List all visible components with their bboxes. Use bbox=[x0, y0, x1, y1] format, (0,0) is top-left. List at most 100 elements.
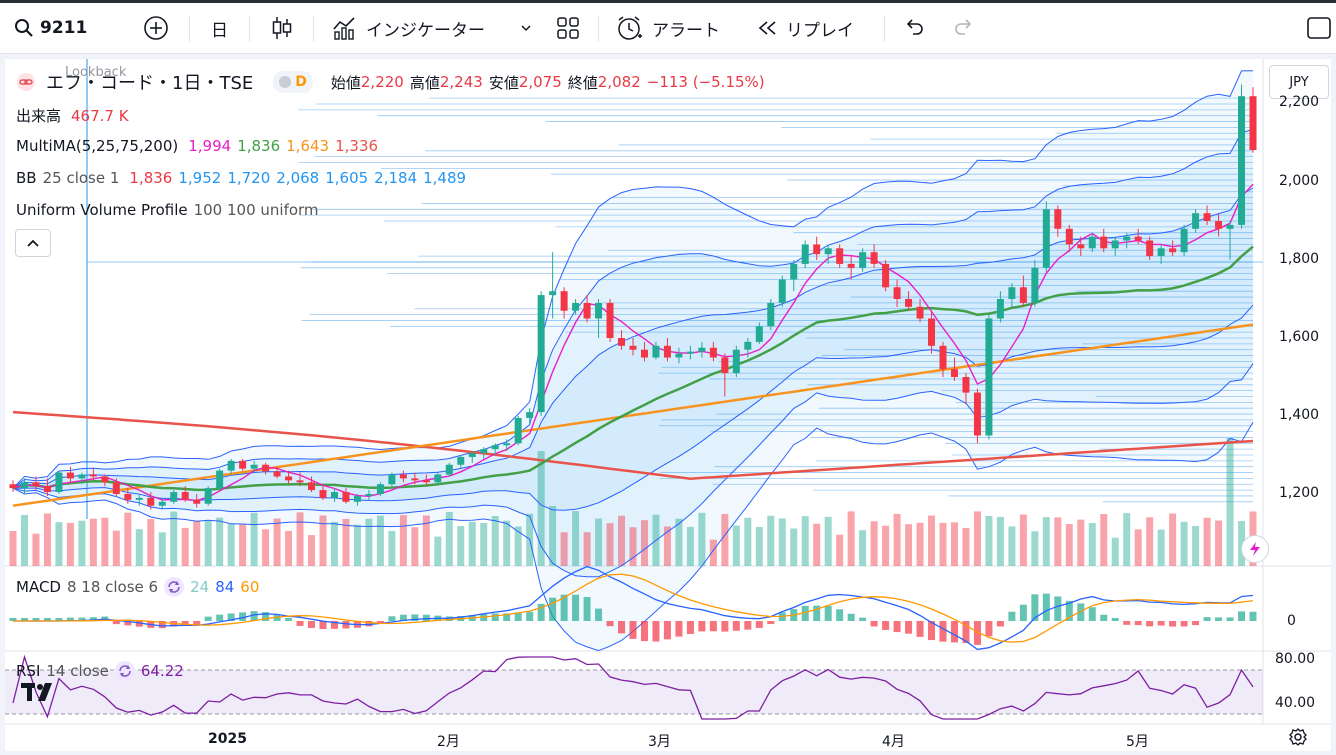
macd-histogram-bar bbox=[1042, 593, 1050, 621]
volume-bar bbox=[778, 518, 786, 566]
undo-icon bbox=[903, 19, 925, 37]
toolbar-divider bbox=[189, 16, 190, 42]
candle-body bbox=[985, 318, 993, 436]
undo-button[interactable] bbox=[903, 3, 925, 53]
macd-histogram-bar bbox=[1180, 621, 1188, 627]
macd-params: 8 18 close 6 bbox=[66, 578, 159, 596]
candle-body bbox=[342, 492, 350, 502]
volume-bar bbox=[1180, 521, 1188, 566]
compare-add-button[interactable] bbox=[143, 3, 169, 53]
currency-button[interactable]: JPY bbox=[1269, 65, 1329, 99]
volume-bar bbox=[468, 521, 476, 566]
symbol-title[interactable]: エフ・コード・1日・TSE bbox=[46, 73, 254, 94]
volume-bar bbox=[239, 523, 247, 566]
volume-bar bbox=[296, 512, 304, 566]
status-dot bbox=[279, 76, 292, 88]
macd-histogram-bar bbox=[686, 621, 694, 635]
sync-icon[interactable] bbox=[114, 661, 135, 681]
vp-legend[interactable]: Uniform Volume Profile 100 100 uniform bbox=[16, 201, 325, 219]
bb-legend[interactable]: BB 25 close 1 1,836 1,952 1,720 2,068 1,… bbox=[16, 169, 472, 187]
volume-bar bbox=[1077, 519, 1085, 566]
chart-pane[interactable]: エフ・コード・1日・TSE D 始値 2,220 高値 2,243 安値 2,0… bbox=[5, 59, 1331, 751]
macd-histogram-bar bbox=[618, 621, 626, 634]
candle-body bbox=[480, 449, 488, 454]
volume-bar bbox=[1088, 523, 1096, 566]
candle-body bbox=[20, 482, 28, 489]
volume-bar bbox=[836, 534, 844, 566]
volume-bar bbox=[55, 522, 63, 566]
volume-bar bbox=[1226, 438, 1234, 566]
candle-body bbox=[296, 480, 304, 483]
indicators-dropdown[interactable] bbox=[519, 3, 533, 53]
volume-bar bbox=[1008, 526, 1016, 566]
toolbar-divider bbox=[313, 16, 314, 42]
volume-bar bbox=[973, 511, 981, 566]
ma-legend[interactable]: MultiMA(5,25,75,200) 1,994 1,836 1,643 1… bbox=[16, 137, 384, 155]
macd-histogram-bar bbox=[801, 605, 809, 621]
volume-bar bbox=[9, 531, 17, 566]
candle-body bbox=[1192, 213, 1200, 229]
window-icon bbox=[1306, 16, 1332, 40]
price-chart[interactable] bbox=[5, 59, 1331, 751]
ma200-value: 1,336 bbox=[335, 137, 379, 155]
macd-legend[interactable]: MACD 8 18 close 6 24 84 60 bbox=[16, 577, 265, 597]
volume-bar bbox=[640, 520, 648, 566]
candle-body bbox=[503, 443, 511, 446]
volume-bar bbox=[285, 530, 293, 566]
settings-gear-icon[interactable] bbox=[1288, 727, 1308, 747]
volume-bar bbox=[801, 516, 809, 566]
layouts-button[interactable] bbox=[556, 3, 580, 53]
volume-bar bbox=[319, 515, 327, 566]
candle-body bbox=[1088, 236, 1096, 249]
redo-button[interactable] bbox=[953, 3, 975, 53]
macd-histogram-bar bbox=[928, 621, 936, 641]
market-status-badge[interactable]: D bbox=[273, 71, 313, 93]
candle-body bbox=[66, 472, 74, 479]
collapse-legend-button[interactable] bbox=[15, 229, 51, 257]
volume-bar bbox=[491, 515, 499, 566]
macd-histogram-bar bbox=[560, 594, 568, 621]
candle-body bbox=[1031, 267, 1039, 303]
fullscreen-button[interactable] bbox=[1306, 3, 1332, 53]
chart-type-button[interactable] bbox=[270, 3, 294, 53]
macd-histogram-bar bbox=[813, 605, 821, 621]
volume-bar bbox=[457, 526, 465, 566]
volume-bar bbox=[445, 512, 453, 566]
symbol-search[interactable]: 9211 bbox=[14, 3, 87, 53]
macd-histogram-bar bbox=[572, 594, 580, 621]
volume-bar bbox=[824, 516, 832, 566]
rsi-legend[interactable]: RSI 14 close 64.22 bbox=[16, 661, 190, 681]
interval-button[interactable]: 日 bbox=[211, 3, 228, 53]
candle-body bbox=[1146, 240, 1154, 257]
macd-histogram-bar bbox=[1134, 621, 1142, 626]
macd-histogram-bar bbox=[78, 617, 86, 621]
candle-body bbox=[652, 345, 660, 358]
candle-body bbox=[457, 456, 465, 465]
macd-histogram-bar bbox=[1238, 611, 1246, 621]
high-value: 2,243 bbox=[439, 73, 483, 91]
macd-histogram-bar bbox=[1157, 621, 1165, 626]
alert-label: アラート bbox=[652, 20, 720, 41]
bollinger-band-fill-3 bbox=[13, 70, 1253, 651]
volume-bar bbox=[755, 526, 763, 566]
macd-histogram-bar bbox=[663, 621, 671, 640]
alert-button[interactable]: アラート bbox=[616, 3, 720, 53]
volume-bar bbox=[365, 518, 373, 566]
link-icon[interactable] bbox=[16, 72, 36, 92]
volume-bar bbox=[101, 517, 109, 566]
candle-body bbox=[732, 349, 740, 374]
macd-histogram-bar bbox=[537, 603, 545, 621]
sync-icon[interactable] bbox=[164, 577, 185, 597]
replay-button[interactable]: リプレイ bbox=[756, 3, 854, 53]
candle-body bbox=[227, 460, 235, 471]
macd-histogram-bar bbox=[606, 621, 614, 627]
candle-body bbox=[319, 490, 327, 498]
macd-histogram-bar bbox=[950, 621, 958, 643]
symbol-ticker[interactable]: 9211 bbox=[40, 18, 88, 38]
indicators-button[interactable]: インジケーター bbox=[332, 3, 485, 53]
candle-body bbox=[893, 287, 901, 299]
macd-histogram-bar bbox=[55, 618, 63, 621]
change-value: −113 (−5.15%) bbox=[646, 73, 765, 91]
candle-body bbox=[1008, 287, 1016, 299]
quick-trade-button[interactable] bbox=[1241, 535, 1269, 563]
